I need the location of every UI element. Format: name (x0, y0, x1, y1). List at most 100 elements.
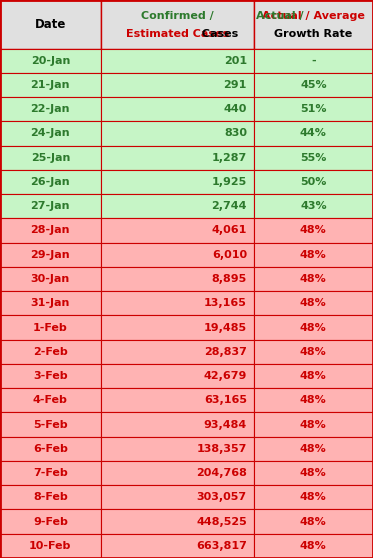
Text: 55%: 55% (300, 153, 326, 163)
Bar (101, 315, 254, 340)
Bar (0, 388, 101, 412)
Text: 20-Jan: 20-Jan (31, 56, 70, 66)
Bar (0, 437, 101, 461)
Bar (254, 121, 373, 146)
Bar (0, 170, 101, 194)
Text: 3-Feb: 3-Feb (33, 371, 68, 381)
Bar (101, 194, 254, 218)
Text: 48%: 48% (300, 541, 327, 551)
Bar (0, 315, 101, 340)
Bar (0, 243, 101, 267)
Bar (101, 243, 254, 267)
Text: 48%: 48% (300, 517, 327, 527)
Text: 48%: 48% (300, 250, 327, 259)
Text: 48%: 48% (300, 347, 327, 357)
Bar (254, 97, 373, 121)
Text: 303,057: 303,057 (197, 492, 247, 502)
Bar (101, 73, 254, 97)
Text: 8-Feb: 8-Feb (33, 492, 68, 502)
Bar (254, 437, 373, 461)
Bar (254, 340, 373, 364)
Text: Date: Date (35, 18, 66, 31)
Text: 1-Feb: 1-Feb (33, 323, 68, 333)
Text: Cases: Cases (198, 29, 238, 39)
Text: Actual /: Actual / (256, 11, 304, 21)
Bar (101, 218, 254, 243)
Text: 13,165: 13,165 (204, 299, 247, 308)
Text: 5-Feb: 5-Feb (33, 420, 68, 430)
Text: 31-Jan: 31-Jan (31, 299, 70, 308)
Bar (0, 218, 101, 243)
Bar (254, 49, 373, 73)
Bar (254, 267, 373, 291)
Bar (254, 146, 373, 170)
Bar (254, 364, 373, 388)
Text: 24-Jan: 24-Jan (31, 128, 70, 138)
Bar (101, 49, 254, 73)
Bar (0, 73, 101, 97)
Text: 48%: 48% (300, 444, 327, 454)
Bar (0, 0, 101, 49)
Text: 42,679: 42,679 (204, 371, 247, 381)
Text: Actual / Average: Actual / Average (262, 11, 365, 21)
Bar (101, 0, 254, 49)
Text: 93,484: 93,484 (204, 420, 247, 430)
Bar (254, 243, 373, 267)
Text: 44%: 44% (300, 128, 327, 138)
Text: 7-Feb: 7-Feb (33, 468, 68, 478)
Text: 138,357: 138,357 (197, 444, 247, 454)
Text: 2,744: 2,744 (211, 201, 247, 211)
Bar (254, 485, 373, 509)
Bar (101, 461, 254, 485)
Text: 27-Jan: 27-Jan (31, 201, 70, 211)
Bar (101, 509, 254, 534)
Bar (0, 340, 101, 364)
Text: 291: 291 (223, 80, 247, 90)
Text: 22-Jan: 22-Jan (31, 104, 70, 114)
Text: 2-Feb: 2-Feb (33, 347, 68, 357)
Bar (101, 437, 254, 461)
Text: 48%: 48% (300, 274, 327, 284)
Text: 28-Jan: 28-Jan (31, 225, 70, 235)
Bar (101, 364, 254, 388)
Bar (101, 388, 254, 412)
Text: 1,287: 1,287 (211, 153, 247, 163)
Bar (101, 412, 254, 437)
Text: 440: 440 (223, 104, 247, 114)
Text: 4-Feb: 4-Feb (33, 395, 68, 405)
Text: 9-Feb: 9-Feb (33, 517, 68, 527)
Text: 48%: 48% (300, 395, 327, 405)
Text: 204,768: 204,768 (196, 468, 247, 478)
Text: 48%: 48% (300, 468, 327, 478)
Text: 6,010: 6,010 (212, 250, 247, 259)
Text: 48%: 48% (300, 371, 327, 381)
Text: 29-Jan: 29-Jan (31, 250, 70, 259)
Bar (101, 146, 254, 170)
Bar (0, 461, 101, 485)
Text: 50%: 50% (300, 177, 326, 187)
Text: 830: 830 (224, 128, 247, 138)
Text: 1,925: 1,925 (211, 177, 247, 187)
Bar (101, 267, 254, 291)
Bar (0, 412, 101, 437)
Bar (254, 291, 373, 315)
Bar (254, 170, 373, 194)
Bar (254, 73, 373, 97)
Bar (0, 364, 101, 388)
Bar (254, 218, 373, 243)
Bar (0, 194, 101, 218)
Bar (254, 0, 373, 49)
Text: Growth Rate: Growth Rate (274, 29, 352, 39)
Text: 43%: 43% (300, 201, 327, 211)
Text: 45%: 45% (300, 80, 327, 90)
Bar (0, 97, 101, 121)
Bar (254, 194, 373, 218)
Bar (101, 485, 254, 509)
Text: 26-Jan: 26-Jan (31, 177, 70, 187)
Bar (0, 267, 101, 291)
Text: 6-Feb: 6-Feb (33, 444, 68, 454)
Text: 25-Jan: 25-Jan (31, 153, 70, 163)
Bar (0, 509, 101, 534)
Text: 48%: 48% (300, 420, 327, 430)
Text: 448,525: 448,525 (196, 517, 247, 527)
